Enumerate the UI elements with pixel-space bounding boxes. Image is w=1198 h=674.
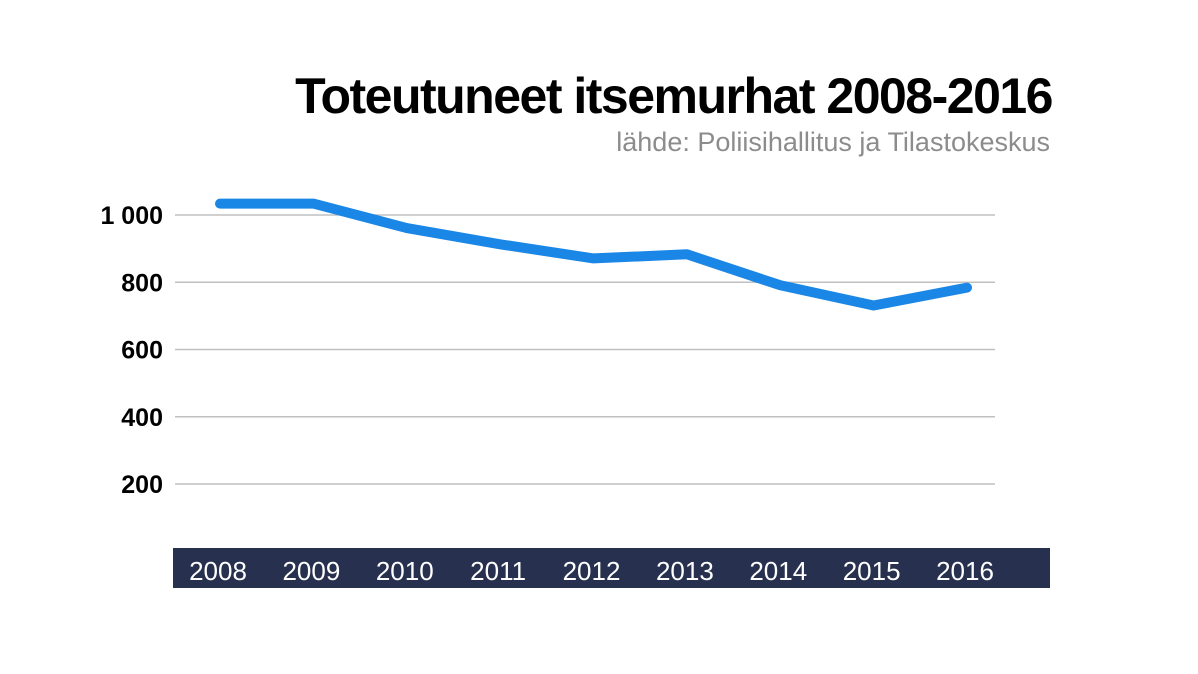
y-tick-label: 800 [121,269,163,297]
x-tick-label: 2011 [470,556,526,586]
y-tick-label: 1 000 [100,202,163,230]
chart-title: Toteutuneet itsemurhat 2008-2016 [295,68,1052,124]
y-tick-label: 600 [121,337,163,365]
x-axis-tick-labels: 2008 2009 2010 2011 2012 2013 2014 2015 2016 [189,556,994,586]
x-tick-label: 2012 [563,556,621,586]
series-line [215,198,972,311]
x-tick-label: 2013 [656,556,714,586]
x-tick-label: 2016 [936,556,994,586]
x-tick-label: 2008 [189,556,247,586]
y-tick-label: 200 [121,471,163,499]
x-tick-label: 2014 [749,556,807,586]
x-tick-label: 2015 [843,556,901,586]
x-axis-band [173,548,1050,588]
chart-subtitle: lähde: Poliisihallitus ja Tilastokeskus [616,127,1050,157]
series-layer [215,198,972,311]
y-axis-tick-labels: 200 400 600 800 1 000 [100,202,163,499]
y-tick-label: 400 [121,404,163,432]
x-tick-label: 2009 [282,556,340,586]
x-tick-label: 2010 [376,556,434,586]
gridlines [175,214,995,485]
